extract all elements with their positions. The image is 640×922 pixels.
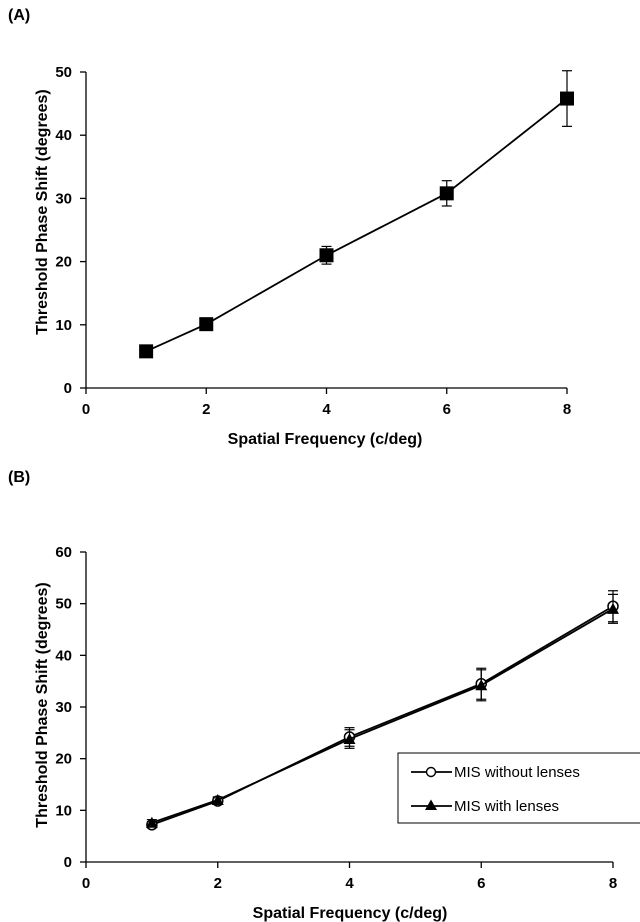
x-tick-label-b: 4 <box>345 875 354 892</box>
series-line-a-0 <box>145 97 568 353</box>
data-point-square <box>139 344 154 359</box>
y-tick-label-b: 60 <box>55 544 72 561</box>
series-group-b <box>145 590 619 831</box>
y-tick-label-a: 0 <box>64 380 72 397</box>
x-axis-title-b: Spatial Frequency (c/deg) <box>253 905 448 922</box>
data-point-triangle <box>475 679 488 691</box>
y-tick-label-b: 0 <box>64 854 72 871</box>
y-tick-label-b: 10 <box>55 802 72 819</box>
legend-label-with: MIS with lenses <box>454 798 559 815</box>
series-group-a <box>139 70 574 359</box>
x-tick-label-a: 2 <box>202 401 210 418</box>
data-point-square <box>319 248 334 263</box>
y-tick-label-a: 20 <box>55 254 72 271</box>
y-axis-title-b: Threshold Phase Shift (degrees) <box>34 582 51 827</box>
data-point-triangle <box>607 602 619 614</box>
y-axis-title-a: Threshold Phase Shift (degrees) <box>34 89 51 334</box>
y-tick-label-b: 20 <box>55 751 72 768</box>
legend-box <box>397 752 640 824</box>
x-tick-label-b: 0 <box>82 875 90 892</box>
panel-label-a: (A) <box>8 7 30 24</box>
data-point-triangle <box>343 733 356 745</box>
y-tick-label-b: 40 <box>55 647 72 664</box>
legend: MIS without lenses MIS with lenses <box>397 752 640 824</box>
y-tick-label-b: 30 <box>55 699 72 716</box>
data-point-square <box>560 91 574 106</box>
data-point-triangle <box>211 794 224 805</box>
x-tick-label-a: 6 <box>443 401 451 418</box>
panel-b: (B) Threshold Phase Shift (degrees) Spat… <box>8 469 640 922</box>
y-tick-label-a: 10 <box>55 317 72 334</box>
legend-marker-filled-triangle <box>425 799 437 810</box>
x-tick-label-a: 0 <box>82 401 90 418</box>
ticks-b: 0 10 20 30 40 50 60 0 2 4 6 8 <box>55 544 617 892</box>
ticks-a: 0 10 20 30 40 50 0 2 4 6 8 <box>55 64 571 418</box>
x-axis-title-a: Spatial Frequency (c/deg) <box>228 431 423 448</box>
x-tick-label-b: 8 <box>609 875 617 892</box>
data-point-triangle <box>145 816 158 828</box>
panel-label-b: (B) <box>8 469 30 486</box>
x-tick-label-b: 6 <box>477 875 485 892</box>
panel-a: (A) Threshold Phase Shift (degrees) Spat… <box>8 7 574 448</box>
x-tick-label-b: 2 <box>214 875 222 892</box>
y-tick-label-a: 40 <box>55 127 72 144</box>
data-point-square <box>199 317 214 332</box>
legend-label-without: MIS without lenses <box>454 764 580 781</box>
x-tick-label-a: 4 <box>322 401 331 418</box>
data-point-square <box>439 186 454 201</box>
y-tick-label-a: 50 <box>55 64 72 81</box>
legend-marker-open-circle <box>425 766 437 778</box>
y-tick-label-b: 50 <box>55 596 72 613</box>
y-tick-label-a: 30 <box>55 190 72 207</box>
x-tick-label-a: 8 <box>563 401 571 418</box>
